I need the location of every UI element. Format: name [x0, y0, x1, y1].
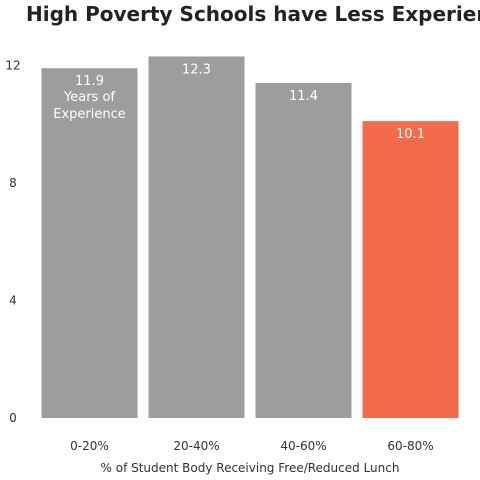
- bar: [41, 68, 138, 418]
- x-tick-label: 0-20%: [70, 439, 109, 453]
- x-axis-label: % of Student Body Receiving Free/Reduced…: [101, 461, 400, 475]
- y-tick-label: 4: [9, 293, 17, 307]
- bar: [362, 121, 459, 418]
- y-tick-label: 8: [9, 176, 17, 190]
- x-tick-label: 60-80%: [387, 439, 433, 453]
- x-tick-label: 20-40%: [173, 439, 219, 453]
- data-label-annotation: Experience: [53, 107, 126, 122]
- y-tick-label: 12: [5, 58, 20, 72]
- x-tick-label: 40-60%: [280, 439, 326, 453]
- data-label-annotation: Years of: [63, 90, 115, 105]
- y-tick-label: 0: [9, 411, 17, 425]
- chart-title: High Poverty Schools have Less Experienc…: [26, 2, 480, 26]
- data-label: 10.1: [396, 127, 425, 142]
- y-axis-ticks: 0 4 8 12: [5, 58, 20, 425]
- data-label: 12.3: [182, 62, 211, 77]
- bar: [148, 56, 245, 419]
- x-axis-ticks: 0-20% 20-40% 40-60% 60-80%: [70, 439, 433, 453]
- bar: [255, 82, 352, 418]
- bars: [41, 56, 459, 419]
- data-label: 11.9: [75, 74, 104, 89]
- data-label: 11.4: [289, 89, 318, 104]
